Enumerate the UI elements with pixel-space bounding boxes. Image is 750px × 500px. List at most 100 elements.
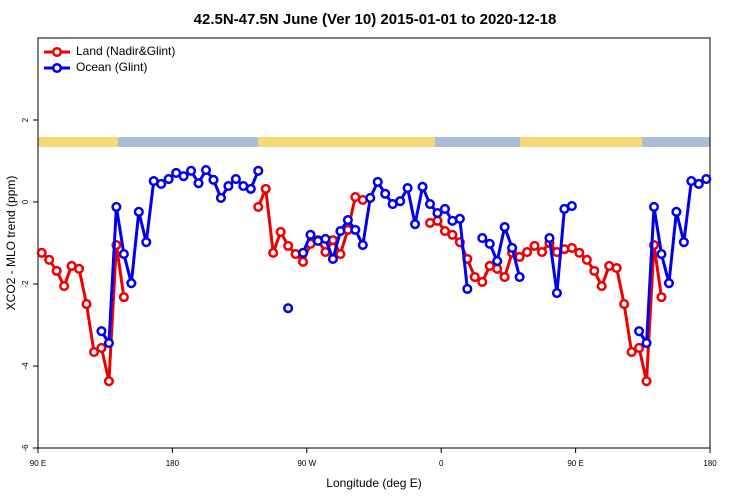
point [395, 196, 406, 207]
y-tick-label: -6 [21, 444, 30, 452]
y-tick-label: 0 [21, 199, 30, 204]
point [522, 246, 533, 258]
point [59, 281, 70, 292]
point [283, 240, 294, 251]
series-line [100, 168, 708, 345]
point [186, 165, 197, 176]
y-tick-label: -4 [21, 362, 30, 370]
point [126, 278, 137, 289]
point [566, 201, 577, 212]
point [439, 226, 450, 237]
point [634, 342, 645, 354]
x-tick-label: 180 [166, 459, 180, 468]
point [96, 342, 107, 354]
point [454, 213, 465, 224]
point [596, 281, 607, 292]
legend-label: Ocean (Glint) [76, 60, 147, 74]
point [51, 265, 62, 276]
point [574, 247, 585, 258]
point [230, 173, 241, 185]
point [671, 206, 682, 217]
point [514, 251, 525, 262]
point [268, 247, 279, 258]
point [566, 242, 577, 253]
point [103, 376, 114, 387]
point [477, 233, 488, 244]
plot-frame [37, 37, 711, 449]
point [626, 347, 637, 358]
x-tick-label: 90 E [567, 459, 583, 468]
point [492, 263, 503, 274]
point [551, 287, 562, 299]
point [641, 337, 652, 349]
point [305, 229, 316, 240]
point [499, 271, 510, 283]
point [156, 178, 167, 190]
point [365, 192, 376, 203]
point [320, 233, 331, 244]
point [88, 347, 100, 358]
point [536, 246, 548, 258]
point [648, 201, 660, 212]
point [634, 326, 645, 337]
point [141, 237, 152, 248]
point [118, 249, 129, 260]
point [335, 249, 346, 260]
point [36, 247, 47, 258]
point [410, 219, 421, 230]
point [462, 283, 473, 294]
point [656, 292, 667, 303]
x-tick-label: 90 W [297, 459, 316, 468]
point [111, 201, 122, 212]
x-tick-label: 180 [703, 459, 717, 468]
point [350, 224, 361, 235]
legend-marker [51, 46, 63, 58]
chart-title: 42.5N-47.5N June (Ver 10) 2015-01-01 to … [194, 11, 557, 28]
point [469, 271, 480, 283]
point [678, 237, 689, 248]
point [432, 208, 443, 219]
land-ocean-band [38, 137, 710, 147]
point [507, 242, 518, 253]
point [641, 376, 652, 387]
x-tick-label: 90 E [30, 459, 46, 468]
point [693, 178, 704, 190]
point [96, 326, 107, 337]
point [103, 337, 114, 349]
point [589, 265, 600, 276]
point [283, 303, 294, 314]
y-axis-label: XCO2 - MLO trend (ppm) [4, 176, 18, 311]
legend-label: Land (Nadir&Glint) [76, 44, 175, 58]
point [163, 173, 174, 185]
point [133, 206, 144, 217]
point [701, 173, 712, 185]
point [74, 263, 85, 274]
x-tick-label: 0 [439, 459, 444, 468]
y-tick-label: -2 [21, 280, 30, 288]
point [492, 255, 503, 267]
point [118, 292, 129, 303]
x-axis-label: Longitude (deg E) [326, 476, 421, 490]
point [581, 254, 592, 265]
point [253, 165, 264, 176]
point [44, 254, 55, 265]
point [245, 183, 256, 194]
point [200, 164, 212, 176]
point [275, 226, 286, 237]
point [298, 256, 309, 267]
point [193, 178, 204, 189]
point [477, 276, 488, 288]
point [439, 203, 450, 215]
y-tick-label: 2 [21, 117, 30, 122]
point [529, 240, 540, 251]
point [447, 229, 458, 240]
point [619, 299, 630, 310]
point [432, 215, 443, 226]
point [298, 247, 309, 258]
point [424, 199, 436, 210]
point [380, 188, 391, 199]
point [208, 174, 219, 185]
point [253, 201, 264, 212]
point [484, 238, 495, 249]
